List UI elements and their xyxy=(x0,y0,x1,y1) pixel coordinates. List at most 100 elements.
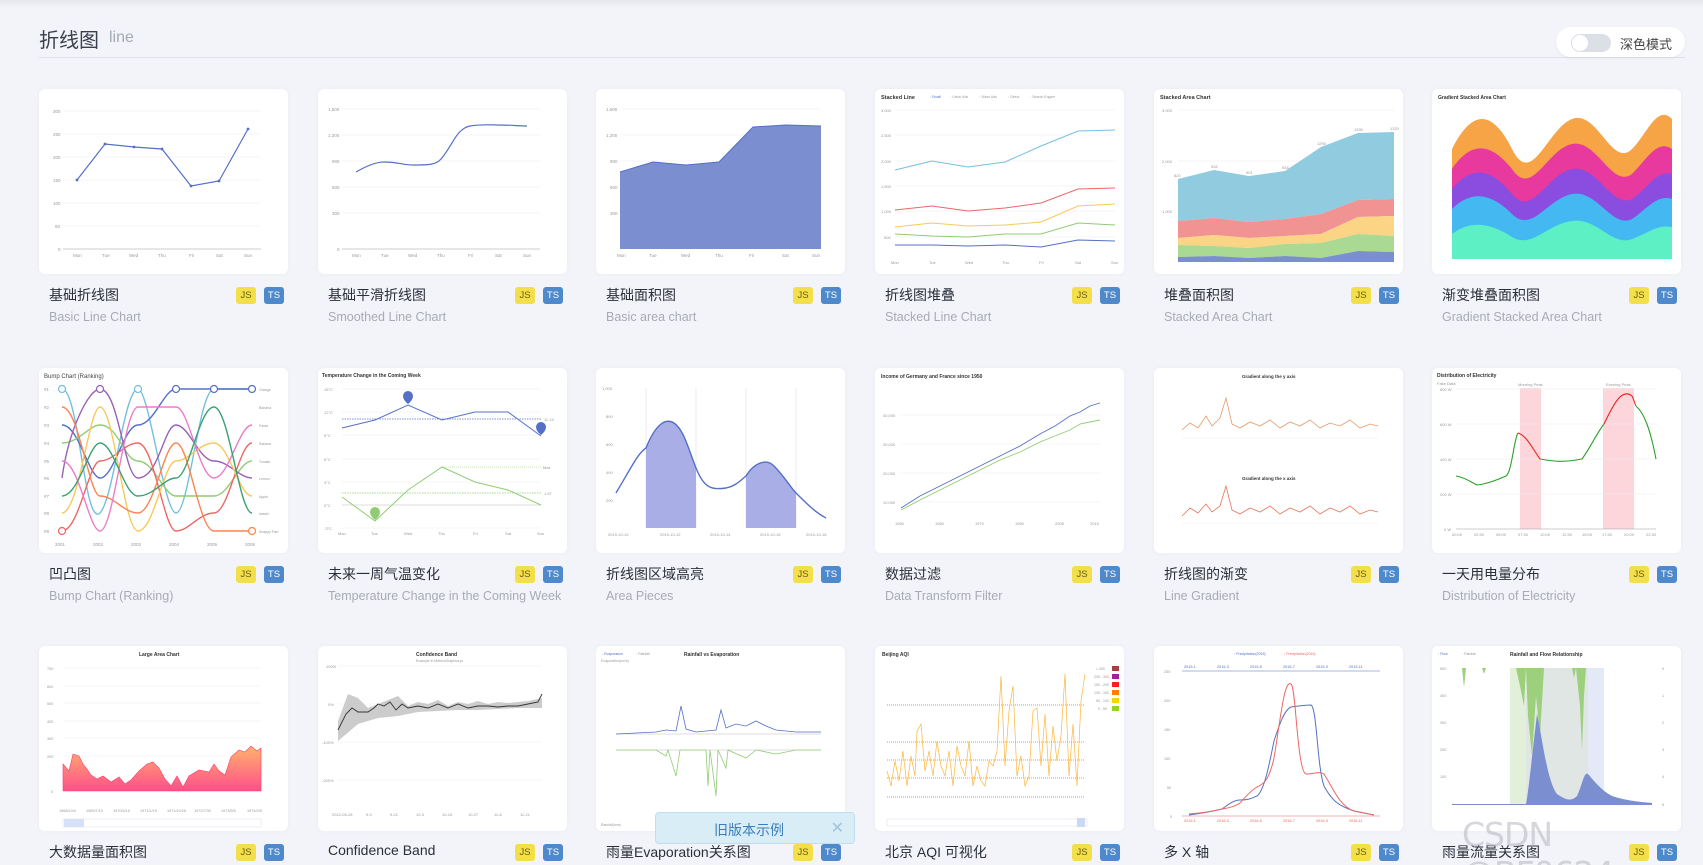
js-badge[interactable]: JS xyxy=(1072,566,1092,583)
chart-thumbnail[interactable]: Rainfall and Flow Relationship ◦ Flow ◦ R… xyxy=(1432,646,1681,831)
svg-text:22:30: 22:30 xyxy=(1646,532,1657,537)
chart-thumbnail[interactable]: 1,500 1,200 900 600 300 Mon Tue Wed Thu Fri Sat Sun xyxy=(596,89,845,274)
chart-thumbnail[interactable]: 1,500 1,200 900 600 300 0 Mon Tue Wed Thu Fri Sat Su… xyxy=(318,89,567,274)
ts-badge[interactable]: TS xyxy=(1379,844,1399,861)
dark-mode-toggle[interactable]: 深色模式 xyxy=(1556,27,1685,57)
svg-text:50 - 100: 50 - 100 xyxy=(1096,699,1109,703)
ts-badge[interactable]: TS xyxy=(543,844,563,861)
svg-text:700: 700 xyxy=(47,667,53,671)
js-badge[interactable]: JS xyxy=(1629,844,1649,861)
close-icon[interactable]: ✕ xyxy=(830,820,844,837)
svg-text:9°C: 9°C xyxy=(324,433,331,438)
svg-text:1973/5/5: 1973/5/5 xyxy=(221,809,236,813)
chart-thumbnail[interactable]: Income of Germany and France since 1950 … xyxy=(875,368,1124,553)
svg-text:Mon: Mon xyxy=(73,253,82,258)
chart-thumbnail[interactable]: Gradient along the y axis Gradient along… xyxy=(1154,368,1403,553)
svg-text:200: 200 xyxy=(1440,748,1446,752)
ts-badge[interactable]: TS xyxy=(264,844,284,861)
chart-thumbnail[interactable]: Large Area Chart 700 600 500 400 300 200 0 1968… xyxy=(39,646,288,831)
js-badge[interactable]: JS xyxy=(793,287,813,304)
svg-text:600 W: 600 W xyxy=(1440,422,1452,427)
ts-badge[interactable]: TS xyxy=(1657,844,1677,861)
svg-text:◦ Flow: ◦ Flow xyxy=(1438,652,1448,656)
rainfall-flow-chart-icon: Rainfall and Flow Relationship ◦ Flow ◦ R… xyxy=(1438,652,1664,807)
ts-badge[interactable]: TS xyxy=(1379,566,1399,583)
ts-badge[interactable]: TS xyxy=(543,566,563,583)
js-badge[interactable]: JS xyxy=(515,566,535,583)
chart-thumbnail[interactable]: Bump Chart (Ranking) #1 #2 #3 #4 #5 #6 #7 #8 #9 2… xyxy=(39,368,288,553)
ts-badge[interactable]: TS xyxy=(1379,287,1399,304)
js-badge[interactable]: JS xyxy=(793,566,813,583)
svg-text:800: 800 xyxy=(606,414,613,419)
svg-text:2016-7: 2016-7 xyxy=(1283,819,1295,823)
svg-text:Max: Max xyxy=(543,465,551,470)
chart-thumbnail[interactable]: Rainfall vs Evaporation ◦ Evaporation ◦ R… xyxy=(596,646,845,831)
ts-badge[interactable]: TS xyxy=(821,566,841,583)
svg-text:Fri: Fri xyxy=(473,531,478,536)
js-badge[interactable]: JS xyxy=(236,844,256,861)
js-badge[interactable]: JS xyxy=(1072,844,1092,861)
js-badge[interactable]: JS xyxy=(1629,287,1649,304)
chart-thumbnail[interactable]: Distribution of Electricity Fake Data Mor… xyxy=(1432,368,1681,553)
svg-text:200 W: 200 W xyxy=(1440,492,1452,497)
ts-badge[interactable]: TS xyxy=(1100,844,1120,861)
js-badge[interactable]: JS xyxy=(1072,287,1092,304)
svg-text:3,000: 3,000 xyxy=(1162,108,1173,113)
ts-badge[interactable]: TS xyxy=(1657,566,1677,583)
ts-badge[interactable]: TS xyxy=(821,287,841,304)
chart-thumbnail[interactable]: Temperature Change in the Coming Week 15… xyxy=(318,368,567,553)
ts-badge[interactable]: TS xyxy=(1100,566,1120,583)
svg-text:100: 100 xyxy=(1164,757,1170,761)
svg-text:2003: 2003 xyxy=(131,542,142,547)
js-badge[interactable]: JS xyxy=(1629,566,1649,583)
svg-text:2019-10-12: 2019-10-12 xyxy=(660,532,681,537)
card-subtitle: Distribution of Electricity xyxy=(1442,589,1576,603)
svg-text:200 - 300: 200 - 300 xyxy=(1094,675,1109,679)
toggle-switch[interactable] xyxy=(1571,34,1611,52)
svg-text:Bump Chart (Ranking): Bump Chart (Ranking) xyxy=(44,374,104,380)
js-badge[interactable]: JS xyxy=(1351,287,1371,304)
ts-badge[interactable]: TS xyxy=(264,566,284,583)
card-subtitle: Smoothed Line Chart xyxy=(328,310,447,324)
line-chart-icon: 300 250 200 150 100 50 0 Mon Tue Wed Thu Fri Sat Sun xyxy=(53,109,261,258)
js-badge[interactable]: JS xyxy=(1351,566,1371,583)
svg-text:400: 400 xyxy=(606,470,613,475)
js-badge[interactable]: JS xyxy=(236,287,256,304)
js-badge[interactable]: JS xyxy=(236,566,256,583)
chart-thumbnail[interactable]: Gradient Stacked Area Chart xyxy=(1432,89,1681,274)
ts-badge[interactable]: TS xyxy=(264,287,284,304)
chart-thumbnail[interactable]: ◦ Precipitation(2015) ◦ Precipitation(201… xyxy=(1154,646,1403,831)
js-badge[interactable]: JS xyxy=(1351,844,1371,861)
ts-badge[interactable]: TS xyxy=(1657,287,1677,304)
chart-thumbnail[interactable]: 1,000 800 600 400 200 2019-10-10 2019-10-12 201… xyxy=(596,368,845,553)
gradient-line-chart-icon: Gradient along the y axis Gradient along… xyxy=(1181,374,1379,524)
svg-text:934: 934 xyxy=(1282,165,1289,170)
js-badge[interactable]: JS xyxy=(793,844,813,861)
old-version-banner[interactable]: 旧版本示例 ✕ xyxy=(655,812,855,844)
chart-thumbnail[interactable]: 300 250 200 150 100 50 0 Mon Tue Wed Thu Fri Sat Sun xyxy=(39,89,288,274)
svg-text:600: 600 xyxy=(606,442,613,447)
svg-text:Lemon: Lemon xyxy=(259,477,270,481)
svg-text:Mon: Mon xyxy=(352,253,361,258)
chart-thumbnail[interactable]: Beijing AQI > 300 200 - 300 150 - 200 100 -… xyxy=(875,646,1124,831)
old-version-link[interactable]: 旧版本示例 xyxy=(714,822,784,838)
svg-text:1990: 1990 xyxy=(1015,521,1025,526)
svg-text:◦ Rainfall: ◦ Rainfall xyxy=(636,652,650,656)
svg-text:Tue: Tue xyxy=(649,253,657,258)
svg-text:12:30: 12:30 xyxy=(1562,532,1573,537)
svg-text:200: 200 xyxy=(606,498,613,503)
js-badge[interactable]: JS xyxy=(515,287,535,304)
card-subtitle: Bump Chart (Ranking) xyxy=(49,589,174,603)
svg-text:Pasta: Pasta xyxy=(259,424,268,428)
chart-thumbnail[interactable]: Confidence Band Example in MetricsGraphi… xyxy=(318,646,567,831)
js-badge[interactable]: JS xyxy=(515,844,535,861)
ts-badge[interactable]: TS xyxy=(821,844,841,861)
svg-text:2015: 2015 xyxy=(1090,521,1100,526)
svg-text:100 - 150: 100 - 150 xyxy=(1094,691,1109,695)
svg-text:3°C: 3°C xyxy=(324,480,331,485)
svg-text:Income of Germany and France s: Income of Germany and France since 1950 xyxy=(881,374,983,380)
chart-thumbnail[interactable]: Stacked Line ◦ Email ◦ Union Ads ◦ Video A… xyxy=(875,89,1124,274)
chart-thumbnail[interactable]: Stacked Area Chart 3,000 2,000 1,000 820 932… xyxy=(1154,89,1403,274)
ts-badge[interactable]: TS xyxy=(543,287,563,304)
ts-badge[interactable]: TS xyxy=(1100,287,1120,304)
